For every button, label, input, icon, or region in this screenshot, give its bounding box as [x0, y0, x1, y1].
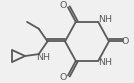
Text: NH: NH: [37, 53, 51, 62]
Text: O: O: [122, 37, 129, 46]
Text: NH: NH: [98, 58, 112, 67]
Text: O: O: [59, 1, 67, 10]
Text: NH: NH: [98, 15, 112, 24]
Text: O: O: [59, 73, 67, 82]
